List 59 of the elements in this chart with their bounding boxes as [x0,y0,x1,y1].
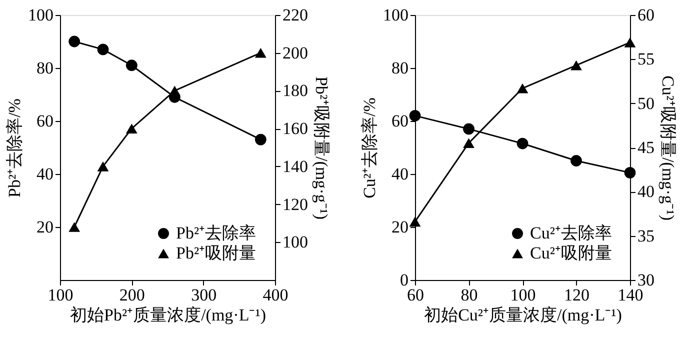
y-tick-label: 60 [392,112,408,130]
y-tick-label: 20 [36,218,54,236]
legend-label: Pb²⁺吸附量 [176,244,256,262]
point [624,37,636,48]
legend-label: Pb²⁺去除率 [176,224,256,242]
y2-tick-label: 200 [282,43,308,62]
point [126,60,138,72]
point [570,60,582,70]
point [254,134,266,146]
x-tick-label: 120 [564,286,590,304]
y2-tick-label: 45 [638,138,654,157]
point [68,222,80,232]
y2-tick-label: 120 [282,194,308,214]
y2-tick-label: 40 [638,182,654,202]
x-tick-label: 300 [191,286,217,304]
point [409,216,421,227]
y-tick-label: 80 [392,58,408,78]
x-tick-label: 200 [119,286,145,304]
y-tick-label: 100 [28,6,54,24]
legend-label: Cu²⁺去除率 [530,224,612,242]
y2-tick-label: 55 [638,50,654,69]
y-tick-label: 20 [392,218,408,236]
point [463,138,474,148]
point [409,110,421,122]
y2-tick-label: 100 [282,232,308,252]
x-tick-label: 100 [510,286,536,304]
y2-tick-label: 220 [282,6,308,24]
legend-label: Cu²⁺吸附量 [530,244,612,262]
y2-tick-label: 180 [282,81,308,100]
y-axis-title: Pb²⁺去除率/% [5,98,24,198]
x-axis-title: 初始Pb²⁺质量浓度/(mg·L⁻¹) [70,306,266,324]
y2-tick-label: 160 [282,119,308,138]
y2-tick-label: 35 [638,226,654,246]
x-axis-title: 初始Cu²⁺质量浓度/(mg·L⁻¹) [424,306,622,324]
point [126,124,138,134]
y-tick-label: 60 [36,112,54,130]
point [516,138,528,150]
point [68,36,80,48]
y2-axis-title: Cu²⁺吸附量/(mg·g⁻¹) [658,76,678,220]
point [570,155,582,166]
y2-axis-title: Pb²⁺吸附量/(mg·g⁻¹) [312,76,331,220]
x-tick-label: 60 [407,286,424,304]
y-tick-label: 0 [400,270,408,290]
y-tick-label: 40 [36,164,54,184]
x-tick-label: 80 [460,286,478,304]
point [516,83,528,94]
point [463,123,474,135]
y-tick-label: 40 [392,164,408,184]
y2-tick-label: 60 [638,6,654,24]
x-tick-label: 400 [262,286,288,304]
y2-tick-label: 50 [638,94,654,113]
y-tick-label: 80 [36,58,54,78]
point [254,48,266,58]
y-axis-title: Cu²⁺去除率/% [360,98,379,198]
point [97,44,109,56]
y2-tick-label: 140 [282,156,308,176]
y-tick-label: 100 [383,6,408,24]
point [97,161,109,172]
point [624,166,636,178]
